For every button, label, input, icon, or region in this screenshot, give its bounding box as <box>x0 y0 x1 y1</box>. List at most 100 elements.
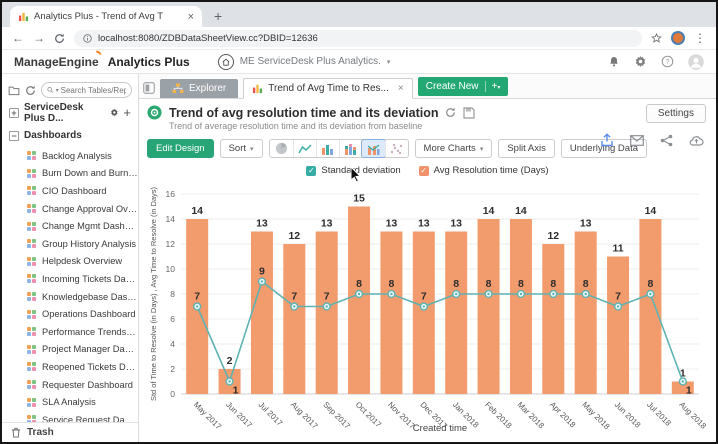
sidebar-item-label: Requester Dashboard <box>42 379 133 390</box>
bar-Apr-2018[interactable] <box>542 244 565 394</box>
workspace-switcher[interactable]: ME ServiceDesk Plus Analytics. ▾ <box>217 53 390 70</box>
bar-Aug-2018[interactable] <box>671 381 694 395</box>
edit-design-button[interactable]: Edit Design <box>147 139 214 158</box>
notifications-bell-icon[interactable] <box>608 55 620 68</box>
back-icon[interactable]: ← <box>12 31 24 45</box>
panel-toggle-icon[interactable] <box>143 82 155 94</box>
create-new-button[interactable]: Create New +▾ <box>417 77 509 96</box>
bookmark-star-icon[interactable] <box>651 32 662 44</box>
divider <box>484 81 486 92</box>
tab-explorer[interactable]: Explorer <box>160 79 239 98</box>
save-snapshot-icon[interactable] <box>463 106 476 119</box>
explorer-tab-label: Explorer <box>189 83 227 94</box>
sidebar-item-trash[interactable]: Trash <box>2 422 138 442</box>
sidebar-item-label: Incoming Tickets Dashboard <box>42 273 138 284</box>
bar-Sep-2017[interactable] <box>315 231 338 395</box>
sidebar-item[interactable]: Change Mgmt Dashboard <box>2 217 138 235</box>
expand-icon[interactable]: + <box>9 107 19 118</box>
tab-close-icon[interactable]: × <box>187 10 194 23</box>
pie-chart-icon[interactable] <box>270 140 293 157</box>
address-bar[interactable]: localhost:8080/ZDBDataSheetView.cc?DBID=… <box>74 29 642 47</box>
bar-May-2018[interactable] <box>574 231 597 395</box>
new-tab-button[interactable]: + <box>214 8 223 24</box>
search-input[interactable] <box>60 85 126 95</box>
sidebar-item[interactable]: Change Approval Overview <box>2 200 138 218</box>
sidebar-item[interactable]: Service Request Dashboard <box>2 411 138 422</box>
bar-Dec-2017[interactable] <box>412 231 435 395</box>
line-value-label: 8 <box>356 278 362 290</box>
settings-button[interactable]: Settings <box>645 104 706 123</box>
site-info-icon[interactable] <box>83 33 92 43</box>
sidebar-item[interactable]: Group History Analysis <box>2 235 138 253</box>
tab-report[interactable]: Trend of Avg Time to Res... × <box>243 78 413 99</box>
forward-icon[interactable]: → <box>33 31 45 45</box>
sidebar-item[interactable]: Performance Trends Dashbo... <box>2 323 138 341</box>
legend-item[interactable]: ✓ Standard deviation <box>306 165 401 176</box>
bar-chart-icon[interactable] <box>315 140 339 157</box>
sidebar-item[interactable]: Backlog Analysis <box>2 147 138 165</box>
legend-item[interactable]: ✓ Avg Resolution time (Days) <box>418 165 549 176</box>
legend-checkbox[interactable]: ✓ <box>418 165 429 176</box>
browser-menu-icon[interactable]: ⋮ <box>694 31 706 45</box>
sidebar-section-dashboards[interactable]: − Dashboards <box>2 124 138 147</box>
sidebar-root-item[interactable]: + ServiceDesk Plus D... + <box>2 101 138 124</box>
browser-profile-avatar[interactable] <box>671 31 685 45</box>
bar-Mar-2018[interactable] <box>509 219 532 394</box>
bar-Jan-2018[interactable] <box>445 231 468 395</box>
bar-Aug-2017[interactable] <box>283 244 306 394</box>
publish-cloud-icon[interactable] <box>689 135 704 146</box>
sort-button[interactable]: Sort ▾ <box>219 139 263 158</box>
create-new-plus-icon[interactable]: +▾ <box>491 81 501 92</box>
workspace-settings-gear-icon[interactable] <box>110 107 119 118</box>
bar-value-label: 13 <box>321 218 333 230</box>
email-icon[interactable] <box>630 134 644 146</box>
bar-value-label: 13 <box>418 218 430 230</box>
search-scope-caret-icon[interactable]: ▾ <box>55 87 59 94</box>
legend-checkbox[interactable]: ✓ <box>306 165 317 176</box>
line-chart-icon[interactable] <box>292 140 316 157</box>
refresh-icon[interactable] <box>25 85 36 96</box>
report-tab-close-icon[interactable]: × <box>397 83 404 94</box>
add-item-icon[interactable]: + <box>123 105 131 120</box>
report-refresh-icon[interactable] <box>445 107 456 118</box>
sidebar-item[interactable]: Helpdesk Overview <box>2 253 138 271</box>
help-icon[interactable]: ? <box>661 55 674 68</box>
user-avatar[interactable] <box>688 53 704 70</box>
sidebar-item[interactable]: Requester Dashboard <box>2 376 138 394</box>
sidebar-item[interactable]: Operations Dashboard <box>2 305 138 323</box>
collapse-icon[interactable]: − <box>9 130 19 141</box>
sidebar-item[interactable]: Burn Down and Burn Up Das... <box>2 165 138 183</box>
bar-Feb-2018[interactable] <box>477 219 500 394</box>
bar-Jul-2018[interactable] <box>639 219 662 394</box>
dashboard-grid-icon <box>27 274 36 284</box>
bar-Oct-2017[interactable] <box>348 206 371 395</box>
sidebar-item[interactable]: Knowledgebase Dashboard <box>2 288 138 306</box>
browser-tab[interactable]: Analytics Plus - Trend of Avg T × <box>10 6 202 27</box>
settings-gear-icon[interactable] <box>634 55 647 68</box>
bar-Nov-2017[interactable] <box>380 231 403 395</box>
sidebar-item[interactable]: Project Manager Dashboard <box>2 341 138 359</box>
split-axis-button[interactable]: Split Axis <box>498 139 555 158</box>
product-name: Analytics Plus <box>107 54 190 69</box>
trash-icon <box>11 427 21 438</box>
underlying-data-button[interactable]: Underlying Data <box>560 139 647 158</box>
export-icon[interactable] <box>600 133 614 147</box>
bar-Jul-2017[interactable] <box>250 231 273 395</box>
sidebar-item[interactable]: Reopened Tickets Dashboard <box>2 358 138 376</box>
share-icon[interactable] <box>660 134 673 147</box>
bar-Jun-2018[interactable] <box>607 256 630 395</box>
scatter-chart-icon[interactable] <box>384 140 408 157</box>
reload-icon[interactable] <box>54 33 65 44</box>
sidebar-item-label: Performance Trends Dashbo... <box>42 326 138 337</box>
sidebar-item[interactable]: Incoming Tickets Dashboard <box>2 270 138 288</box>
folder-icon[interactable] <box>8 85 20 96</box>
svg-text:?: ? <box>666 59 670 66</box>
combo-chart-icon[interactable] <box>360 139 386 158</box>
sidebar-item[interactable]: CIO Dashboard <box>2 182 138 200</box>
browser-tab-title: Analytics Plus - Trend of Avg T <box>34 11 164 22</box>
more-charts-button[interactable]: More Charts ▾ <box>414 139 493 158</box>
sidebar: ▾ + ServiceDesk Plus D... + − Dashboards… <box>2 74 139 442</box>
sidebar-item[interactable]: SLA Analysis <box>2 393 138 411</box>
stacked-bar-icon[interactable] <box>338 140 362 157</box>
x-tick-label: May 2018 <box>580 400 612 432</box>
